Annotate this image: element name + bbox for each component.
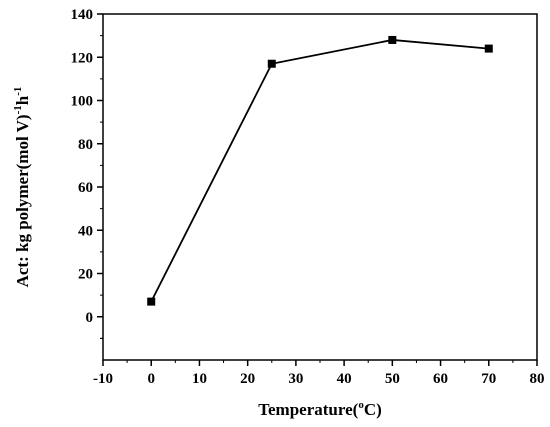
- x-tick-label: 30: [288, 371, 303, 387]
- y-tick-label: 20: [78, 267, 93, 283]
- y-tick-label: 0: [86, 310, 94, 326]
- data-point: [267, 59, 276, 68]
- x-tick-label: 20: [240, 371, 255, 387]
- y-tick-label: 40: [78, 223, 93, 239]
- x-tick-label: -10: [93, 371, 113, 387]
- x-tick-label: 60: [433, 371, 448, 387]
- data-point: [147, 297, 156, 306]
- x-tick-label: 0: [147, 371, 155, 387]
- y-tick-label: 80: [78, 137, 93, 153]
- y-tick-label: 60: [78, 180, 93, 196]
- y-tick-label: 120: [71, 50, 94, 66]
- x-tick-label: 50: [385, 371, 400, 387]
- y-tick-label: 140: [71, 7, 94, 23]
- x-axis: -10 0 10 20 30 40 50 60 70 80: [93, 360, 545, 387]
- data-point: [388, 35, 397, 44]
- x-tick-label: 40: [337, 371, 352, 387]
- x-axis-title: Temperature(oC): [258, 399, 382, 419]
- y-axis: 0 20 40 60 80 100 120 140: [71, 7, 103, 339]
- series-line: [150, 39, 489, 303]
- x-tick-label: 10: [192, 371, 207, 387]
- x-tick-label: 70: [481, 371, 496, 387]
- series-layer: [147, 35, 493, 306]
- plot-frame: [102, 13, 538, 361]
- y-axis-title: Act: kg polymer(mol V)-1h-1: [12, 87, 32, 288]
- data-point: [484, 44, 493, 53]
- x-tick-label: 80: [530, 371, 545, 387]
- y-tick-label: 100: [71, 94, 94, 110]
